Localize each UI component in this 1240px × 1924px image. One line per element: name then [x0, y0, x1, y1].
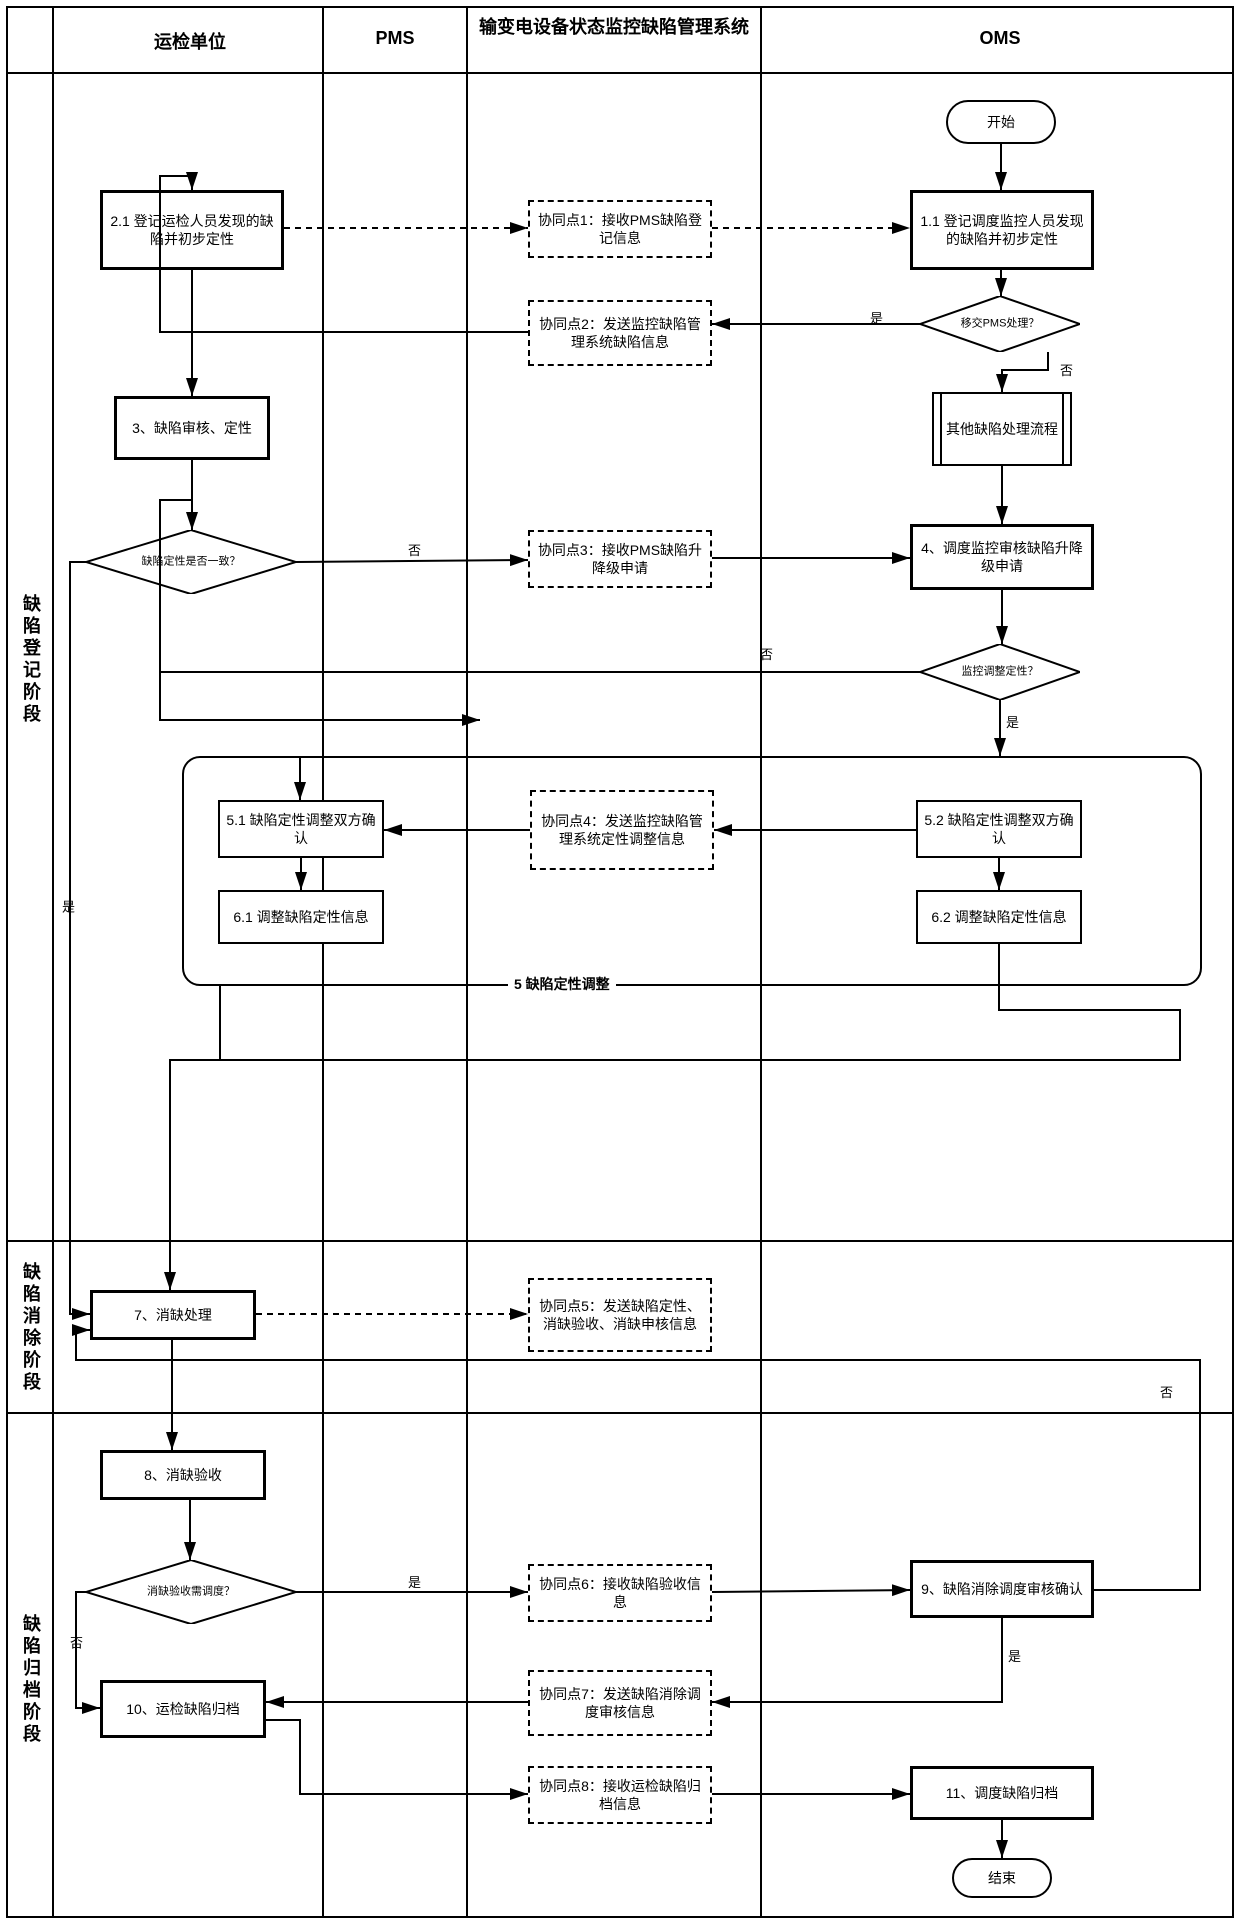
label-d_mon-yes: 是	[1006, 712, 1019, 731]
node-cp5: 协同点5：发送缺陷定性、消缺验收、消缺申核信息	[528, 1278, 712, 1352]
node-cp7: 协同点7：发送缺陷消除调度审核信息	[528, 1670, 712, 1736]
node-b10: 10、运检缺陷归档	[100, 1680, 266, 1738]
row-header-r3: 缺陷归档阶段	[18, 1580, 44, 1780]
node-b7: 7、消缺处理	[90, 1290, 256, 1340]
node-cp8: 协同点8：接收运检缺陷归档信息	[528, 1766, 712, 1824]
node-d_mon-label: 监控调整定性？	[920, 665, 1080, 678]
label-d_cons-no: 否	[408, 540, 421, 559]
divider-r1-r2	[6, 1240, 1234, 1242]
flowchart-container: 运检单位 PMS 输变电设备状态监控缺陷管理系统 OMS 缺陷登记阶段 缺陷消除…	[0, 0, 1240, 1924]
label-b9-no: 否	[1160, 1382, 1173, 1401]
label-d_cons-yes: 是	[58, 900, 77, 913]
label-d_mon-no: 否	[760, 644, 773, 663]
node-b6_2: 6.2 调整缺陷定性信息	[916, 890, 1082, 944]
divider-rowheader	[52, 6, 54, 1918]
col-header-c1: 运检单位	[90, 28, 290, 54]
col-header-c3: 输变电设备状态监控缺陷管理系统	[476, 16, 752, 39]
label-d_disp-yes: 是	[408, 1572, 421, 1591]
node-d_pms: 移交PMS处理？	[920, 296, 1080, 352]
label-d_pms-yes: 是	[870, 308, 883, 327]
node-frame5-label: 5 缺陷定性调整	[508, 974, 616, 994]
node-d_pms-label: 移交PMS处理？	[920, 317, 1080, 330]
node-cp2: 协同点2：发送监控缺陷管理系统缺陷信息	[528, 300, 712, 366]
node-b2_1: 2.1 登记运检人员发现的缺陷并初步定性	[100, 190, 284, 270]
label-d_pms-no: 否	[1060, 360, 1073, 379]
node-cp1: 协同点1：接收PMS缺陷登记信息	[528, 200, 712, 258]
node-b1_1: 1.1 登记调度监控人员发现的缺陷并初步定性	[910, 190, 1094, 270]
node-d_mon: 监控调整定性？	[920, 644, 1080, 700]
row-header-r1: 缺陷登记阶段	[18, 480, 44, 840]
row-header-r2: 缺陷消除阶段	[18, 1258, 44, 1398]
node-d_cons: 缺陷定性是否一致？	[86, 530, 296, 594]
node-otherproc-label: 其他缺陷处理流程	[946, 420, 1058, 438]
node-b4: 4、调度监控审核缺陷升降级申请	[910, 524, 1094, 590]
divider-header-row	[6, 72, 1234, 74]
node-b5_1: 5.1 缺陷定性调整双方确认	[218, 800, 384, 858]
node-cp6: 协同点6：接收缺陷验收信息	[528, 1564, 712, 1622]
node-d_disp-label: 消缺验收需调度？	[86, 1585, 296, 1598]
node-cp3: 协同点3：接收PMS缺陷升降级申请	[528, 530, 712, 588]
node-d_cons-label: 缺陷定性是否一致？	[86, 555, 296, 568]
node-b6_1: 6.1 调整缺陷定性信息	[218, 890, 384, 944]
node-b8: 8、消缺验收	[100, 1450, 266, 1500]
node-b5_2: 5.2 缺陷定性调整双方确认	[916, 800, 1082, 858]
node-otherproc: 其他缺陷处理流程	[932, 392, 1072, 466]
col-header-c2: PMS	[330, 28, 460, 49]
node-end: 结束	[952, 1858, 1052, 1898]
node-d_disp: 消缺验收需调度？	[86, 1560, 296, 1624]
label-b9-yes: 是	[1008, 1646, 1021, 1665]
node-b11: 11、调度缺陷归档	[910, 1766, 1094, 1820]
col-header-c4: OMS	[900, 28, 1100, 49]
node-start: 开始	[946, 100, 1056, 144]
label-d_disp-no: 否	[66, 1636, 85, 1649]
divider-r2-r3	[6, 1412, 1234, 1414]
node-cp4: 协同点4：发送监控缺陷管理系统定性调整信息	[530, 790, 714, 870]
node-b9: 9、缺陷消除调度审核确认	[910, 1560, 1094, 1618]
node-b3: 3、缺陷审核、定性	[114, 396, 270, 460]
